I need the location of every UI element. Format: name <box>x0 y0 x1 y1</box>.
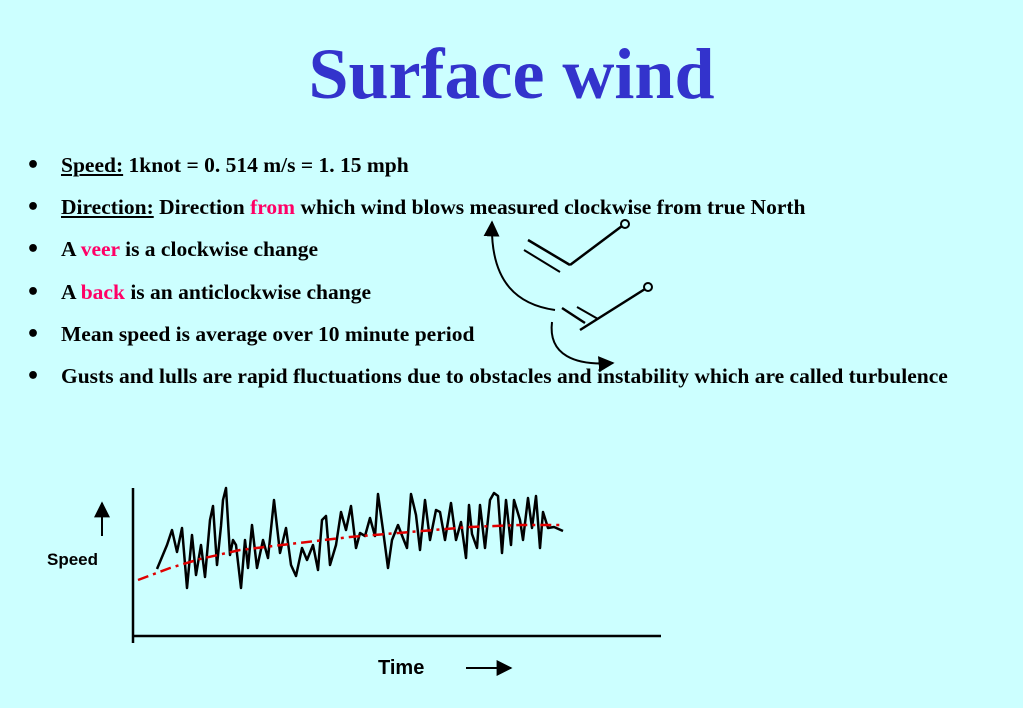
direction-pre: Direction <box>159 195 245 220</box>
bullet-dot-icon: • <box>26 279 41 305</box>
chart-axes <box>131 488 661 643</box>
bullet-dot-icon: • <box>26 195 41 221</box>
y-axis-label: Speed <box>47 550 99 569</box>
gusts-text: Gusts and lulls are rapid fluctuations d… <box>61 363 948 388</box>
direction-label: Direction: <box>61 195 154 220</box>
bullet-back: • A back is an anticlockwise change <box>24 277 1019 308</box>
bullet-dot-icon: • <box>26 321 41 347</box>
bullet-speed: • Speed: 1knot = 0. 514 m/s = 1. 15 mph <box>24 150 1019 181</box>
speed-text: 1knot = 0. 514 m/s = 1. 15 mph <box>128 153 409 177</box>
wind-barb-icon <box>561 282 653 332</box>
curved-arrow-icon <box>550 321 615 373</box>
bullet-list: • Speed: 1knot = 0. 514 m/s = 1. 15 mph … <box>24 150 1019 403</box>
back-pre: A <box>61 279 76 304</box>
wind-barb-icon <box>523 219 630 273</box>
bullet-mean-speed: • Mean speed is average over 10 minute p… <box>24 319 1019 350</box>
veer-highlight: veer <box>80 237 120 262</box>
bullet-veer: • A veer is a clockwise change <box>24 234 1019 265</box>
back-post: is an anticlockwise change <box>130 279 372 304</box>
veer-pre: A <box>61 237 76 262</box>
direction-highlight: from <box>250 195 296 220</box>
mean-speed-text: Mean speed is average over 10 minute per… <box>61 321 475 346</box>
bullet-direction: • Direction: Direction from which wind b… <box>24 192 1019 223</box>
bullet-dot-icon: • <box>26 237 41 263</box>
mean-trend-line <box>137 523 560 582</box>
back-highlight: back <box>80 279 125 304</box>
speed-label: Speed: <box>61 153 124 177</box>
bullet-dot-icon: • <box>26 363 41 389</box>
veer-post: is a clockwise change <box>125 237 318 262</box>
slide-title: Surface wind <box>308 34 715 114</box>
bullet-gusts: • Gusts and lulls are rapid fluctuations… <box>24 361 1019 392</box>
direction-post: which wind blows measured clockwise from… <box>300 195 806 220</box>
bullet-dot-icon: • <box>26 153 41 178</box>
curved-arrow-icon <box>483 220 556 311</box>
speed-trace <box>155 486 564 590</box>
x-axis-label: Time <box>378 657 425 679</box>
